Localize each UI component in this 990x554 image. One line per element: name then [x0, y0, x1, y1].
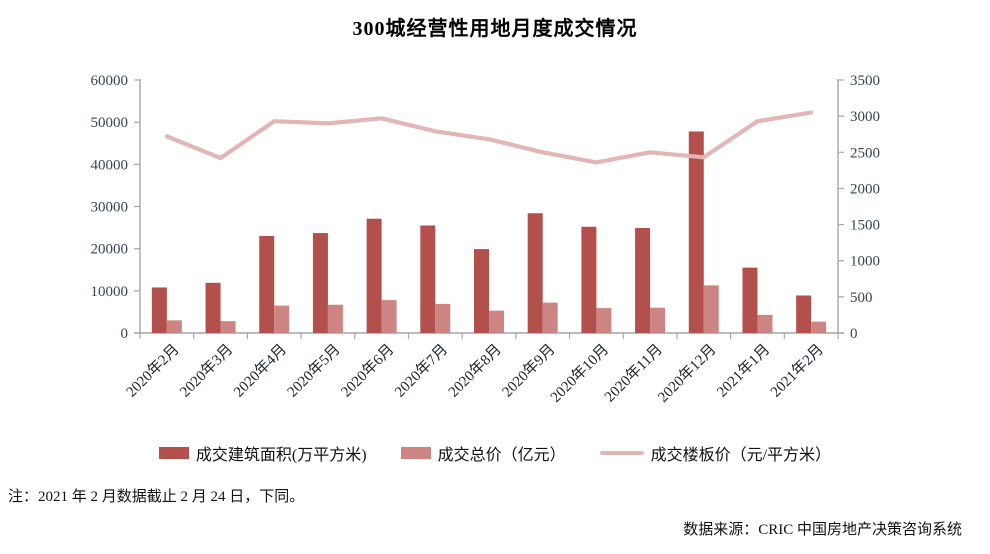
category-label: 2021年2月: [767, 341, 827, 401]
category-label: 2020年3月: [177, 341, 237, 401]
bar-total-price: [596, 308, 612, 333]
right-tick-label: 2500: [850, 145, 880, 161]
chart-title: 300城经营性用地月度成交情况: [352, 18, 638, 40]
left-tick-label: 10000: [91, 284, 129, 300]
left-tick-label: 60000: [91, 73, 129, 89]
bar-floor-area: [420, 225, 436, 333]
right-tick-label: 2000: [850, 181, 880, 197]
bar-floor-area: [259, 236, 275, 333]
right-tick-label: 1500: [850, 218, 880, 234]
category-label: 2020年7月: [391, 341, 451, 401]
bar-floor-area: [205, 282, 221, 333]
legend-label-floor-area: 成交建筑面积(万平方米): [195, 447, 367, 464]
right-tick-label: 3000: [850, 109, 880, 125]
left-tick-label: 30000: [91, 200, 129, 216]
bar-floor-area: [688, 131, 704, 333]
bar-total-price: [811, 321, 827, 333]
left-tick-label: 20000: [91, 242, 129, 258]
bar-total-price: [327, 304, 343, 333]
legend-label-total-price: 成交总价（亿元）: [437, 447, 566, 464]
bar-total-price: [757, 314, 773, 333]
legend-item-floor-area: 成交建筑面积(万平方米): [158, 441, 367, 465]
bar-total-price: [220, 321, 236, 333]
trend-line: [164, 110, 814, 165]
data-source: 数据来源：CRIC 中国房地产决策咨询系统: [683, 522, 962, 538]
bar-total-price: [650, 307, 666, 333]
category-label: 2020年5月: [284, 341, 344, 401]
right-tick-label: 3500: [850, 73, 880, 89]
category-label: 2020年2月: [123, 341, 183, 401]
right-tick-label: 0: [850, 326, 858, 342]
legend: 成交建筑面积(万平方米) 成交总价（亿元） 成交楼板价（元/平方米）: [0, 441, 990, 465]
bar-floor-area: [581, 226, 597, 333]
category-label: 2020年4月: [230, 341, 290, 401]
bar-total-price: [381, 300, 397, 333]
bar-total-price: [703, 285, 719, 333]
bar-floor-area: [796, 295, 812, 333]
bar-total-price: [435, 303, 451, 333]
bar-total-price: [489, 310, 504, 333]
floor-area-swatch-icon: [158, 447, 189, 459]
bar-floor-area: [742, 267, 758, 333]
legend-label-floor-price: 成交楼板价（元/平方米）: [650, 447, 832, 464]
footnote: 注：2021 年 2 月数据截止 2 月 24 日，下同。: [8, 489, 305, 505]
right-tick-label: 500: [850, 290, 873, 306]
bar-floor-area: [312, 233, 328, 333]
bar-floor-area: [151, 287, 167, 333]
floor-price-line-swatch-icon: [599, 451, 644, 455]
legend-item-total-price: 成交总价（亿元）: [400, 441, 566, 465]
category-label: 2020年12月: [655, 341, 720, 406]
left-tick-label: 0: [121, 326, 129, 342]
left-tick-label: 50000: [91, 115, 129, 131]
bar-floor-area: [366, 218, 382, 333]
left-tick-label: 40000: [91, 157, 129, 173]
category-label: 2020年8月: [445, 341, 505, 401]
bar-floor-area: [527, 213, 543, 333]
bar-floor-area: [635, 228, 651, 333]
legend-item-floor-price: 成交楼板价（元/平方米）: [599, 441, 832, 465]
right-tick-label: 1000: [850, 254, 880, 270]
total-price-swatch-icon: [400, 447, 431, 459]
category-label: 2020年10月: [547, 341, 612, 406]
bar-total-price: [166, 320, 182, 333]
bar-floor-area: [474, 249, 489, 333]
bar-total-price: [542, 302, 558, 333]
category-label: 2021年1月: [714, 341, 774, 401]
category-label: 2020年6月: [338, 341, 398, 401]
bar-total-price: [274, 305, 290, 333]
